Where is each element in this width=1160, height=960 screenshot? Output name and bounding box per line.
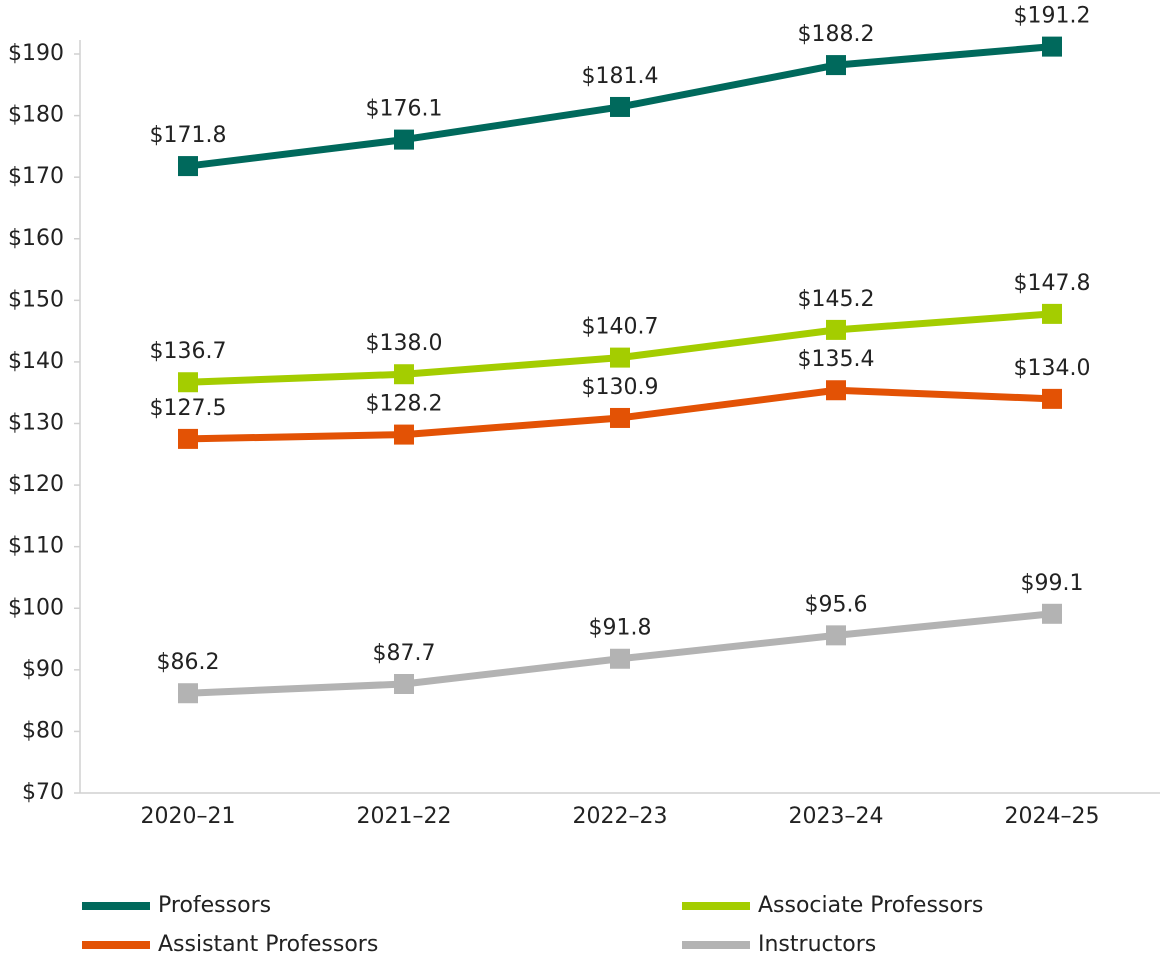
y-tick-label: $170	[8, 164, 64, 189]
data-label: $138.0	[366, 331, 443, 356]
point-marker	[394, 129, 414, 150]
x-tick-label: 2023–24	[789, 804, 884, 829]
data-label: $86.2	[157, 650, 220, 675]
data-label: $128.2	[366, 392, 443, 417]
point-marker	[178, 683, 198, 704]
point-marker	[1042, 388, 1062, 409]
point-marker	[826, 319, 846, 340]
y-tick-label: $160	[8, 226, 64, 251]
data-label: $95.6	[805, 592, 868, 617]
y-tick-label: $100	[8, 595, 64, 620]
data-label: $130.9	[582, 375, 659, 400]
data-label: $140.7	[582, 315, 659, 340]
x-tick-label: 2021–22	[357, 804, 452, 829]
x-tick-label: 2024–25	[1005, 804, 1100, 829]
data-label: $127.5	[150, 396, 227, 421]
y-tick-label: $120	[8, 472, 64, 497]
legend-label: Associate Professors	[758, 893, 983, 918]
point-marker	[610, 96, 630, 117]
data-label: $134.0	[1014, 356, 1091, 381]
data-label: $188.2	[798, 22, 875, 47]
y-tick-label: $130	[8, 411, 64, 436]
data-label: $135.4	[798, 347, 875, 372]
point-marker	[826, 55, 846, 76]
y-tick-label: $150	[8, 287, 64, 312]
point-marker	[1042, 36, 1062, 57]
point-marker	[1042, 603, 1062, 624]
point-marker	[610, 648, 630, 669]
y-tick-label: $70	[22, 780, 64, 805]
point-marker	[178, 156, 198, 177]
data-label: $176.1	[366, 97, 443, 122]
point-marker	[610, 347, 630, 368]
y-tick-label: $190	[8, 41, 64, 66]
point-marker	[394, 364, 414, 385]
y-tick-label: $140	[8, 349, 64, 374]
y-tick-label: $180	[8, 103, 64, 128]
x-tick-label: 2022–23	[573, 804, 668, 829]
point-marker	[394, 673, 414, 694]
legend-label: Professors	[158, 893, 271, 918]
y-tick-label: $110	[8, 534, 64, 559]
data-label: $181.4	[582, 64, 659, 89]
data-label: $136.7	[150, 339, 227, 364]
point-marker	[178, 428, 198, 449]
point-marker	[1042, 303, 1062, 324]
data-label: $87.7	[373, 641, 436, 666]
x-tick-label: 2020–21	[141, 804, 236, 829]
data-label: $145.2	[798, 287, 875, 312]
data-label: $99.1	[1021, 571, 1084, 596]
point-marker	[826, 380, 846, 401]
data-label: $191.2	[1014, 4, 1091, 29]
y-tick-label: $90	[22, 657, 64, 682]
point-marker	[178, 372, 198, 393]
point-marker	[610, 407, 630, 428]
data-label: $171.8	[150, 123, 227, 148]
y-tick-label: $80	[22, 718, 64, 743]
legend-label: Assistant Professors	[158, 932, 378, 957]
data-label: $147.8	[1014, 271, 1091, 296]
point-marker	[826, 625, 846, 646]
data-label: $91.8	[589, 616, 652, 641]
legend-label: Instructors	[758, 932, 876, 957]
point-marker	[394, 424, 414, 445]
